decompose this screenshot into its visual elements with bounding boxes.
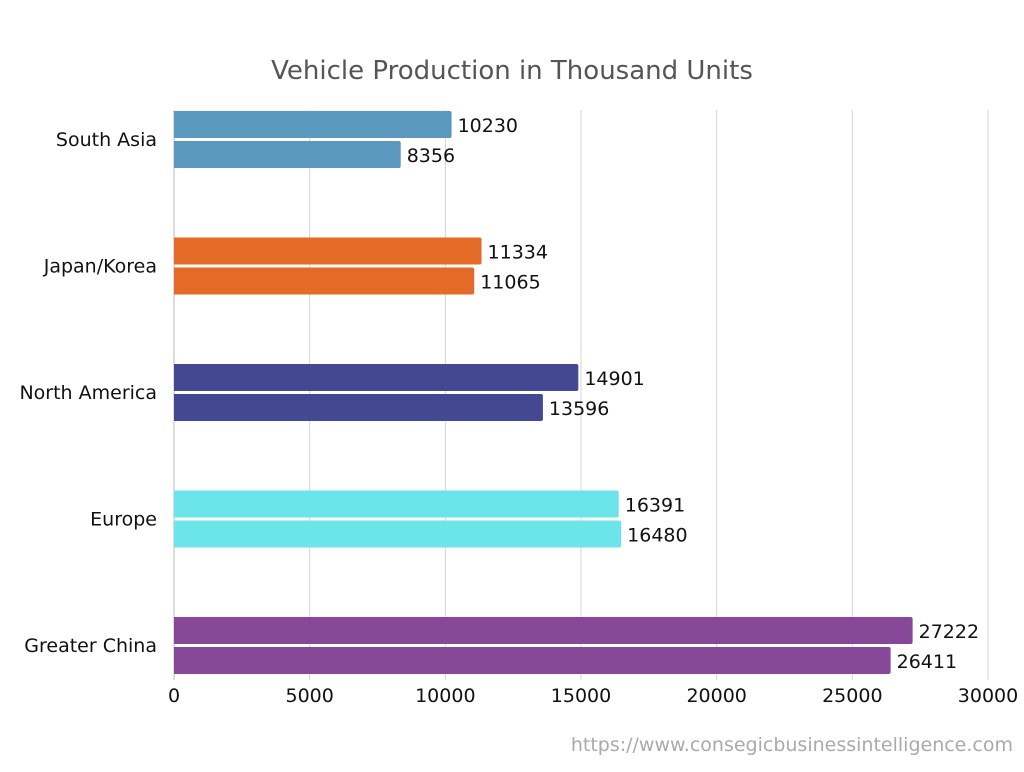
bar: [174, 394, 543, 421]
x-tick-label: 5000: [285, 685, 333, 707]
category-label: Greater China: [24, 635, 157, 657]
x-tick-label: 25000: [822, 685, 882, 707]
bar: [174, 111, 452, 138]
bar: [174, 267, 475, 295]
category-label: South Asia: [56, 129, 157, 151]
bar: [174, 364, 579, 391]
bar: [174, 141, 401, 168]
data-label: 10230: [458, 115, 518, 137]
bar: [174, 647, 891, 674]
data-label: 13596: [549, 398, 609, 420]
category-label: North America: [19, 382, 157, 404]
data-label: 11334: [488, 242, 548, 264]
bar: [173, 490, 619, 518]
data-label: 16391: [625, 495, 685, 517]
category-label: Europe: [90, 509, 157, 531]
data-label: 27222: [919, 621, 979, 643]
category-label: Japan/Korea: [43, 256, 157, 278]
data-label: 14901: [584, 368, 644, 390]
x-tick-label: 0: [168, 685, 180, 707]
data-label: 16480: [627, 525, 687, 547]
x-tick-label: 15000: [551, 685, 611, 707]
chart-title: Vehicle Production in Thousand Units: [271, 56, 753, 86]
bar: [174, 617, 913, 644]
data-label: 11065: [480, 272, 540, 294]
x-tick-label: 20000: [686, 685, 746, 707]
bar: [174, 237, 482, 265]
x-tick-label: 30000: [958, 685, 1018, 707]
x-tick-label: 10000: [415, 685, 475, 707]
bar: [174, 520, 622, 548]
source-url: https://www.consegicbusinessintelligence…: [571, 734, 1013, 756]
data-label: 26411: [897, 651, 957, 673]
data-label: 8356: [407, 145, 455, 167]
